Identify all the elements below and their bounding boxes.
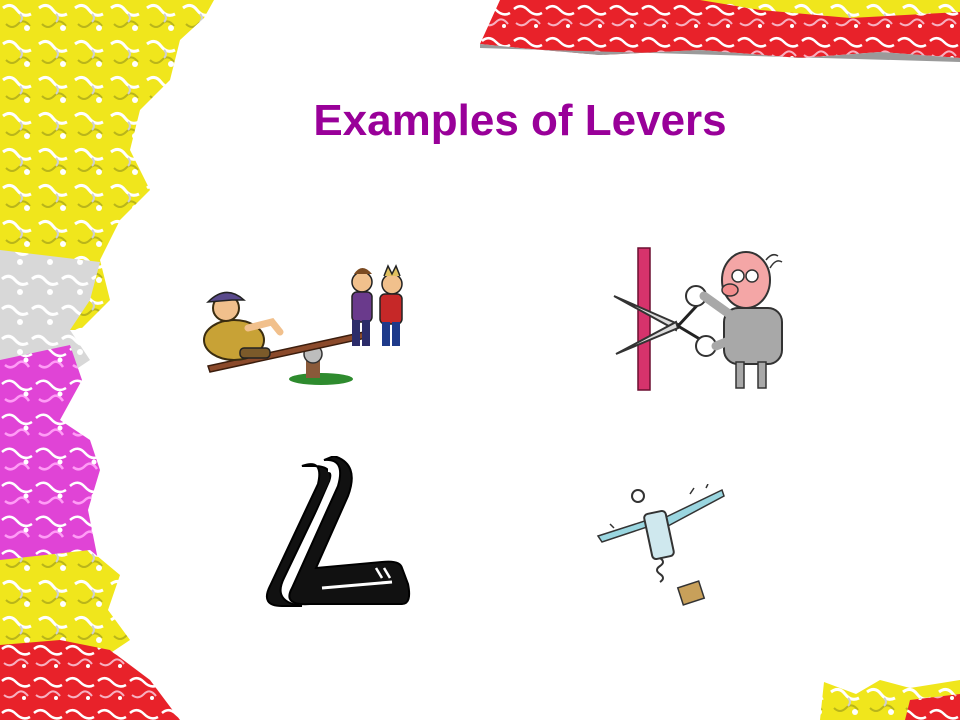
scissors-illustration-icon: [613, 247, 783, 391]
corkscrew-illustration-icon: [596, 484, 725, 606]
seesaw-illustration-icon: [203, 264, 403, 385]
slide-title: Examples of Levers: [313, 96, 727, 145]
stapler-illustration-icon: [266, 456, 411, 607]
